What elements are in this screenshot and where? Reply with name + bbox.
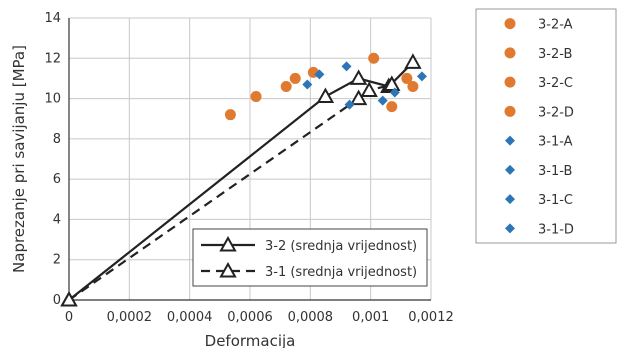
- y-axis-title: Naprezanje pri savijanju [MPa]: [10, 45, 28, 273]
- x-tick-label: 0,0004: [167, 310, 213, 325]
- data-points: [224, 52, 427, 121]
- y-tick-labels: 0 2 4 6 8 10 12 14: [44, 11, 61, 308]
- legend-label-3-2-b: 3-2-B: [538, 47, 572, 62]
- point-3-2-c: [386, 101, 398, 113]
- line-point-3-2-srednja-vrijednost: [349, 69, 368, 85]
- y-tick-label: 10: [44, 92, 61, 107]
- x-tick-label: 0,0002: [107, 310, 153, 325]
- line-point-3-1-srednja-vrijednost: [360, 81, 378, 98]
- x-tick-label: 0: [65, 310, 73, 325]
- x-tick-label: 0,0012: [408, 310, 454, 325]
- point-3-1-b: [302, 79, 313, 90]
- legend-label-3-2-srednja-vrijednost: 3-2 (srednja vrijednost): [265, 239, 417, 254]
- x-tick-label: 0,001: [352, 310, 389, 325]
- legend-marker-3-1-d: [505, 223, 515, 234]
- line-point-3-2-srednja-vrijednost: [316, 87, 335, 104]
- point-3-2-b: [250, 91, 262, 103]
- y-tick-label: 4: [53, 212, 61, 227]
- line-3-1-srednja-vrijednost: [68, 83, 393, 301]
- point-3-2-d: [401, 72, 413, 84]
- y-tick-label: 12: [44, 51, 61, 66]
- mean-lines: [60, 53, 422, 307]
- point-3-1-d: [389, 87, 400, 98]
- legend-marker-3-2-b: [504, 47, 516, 59]
- line-point-3-1-srednja-vrijednost: [60, 290, 78, 307]
- legend-label-3-1-a: 3-1-A: [538, 135, 573, 150]
- legend-marker-3-2-a: [504, 18, 516, 30]
- point-3-2-d: [407, 80, 419, 92]
- grid: [69, 17, 432, 300]
- legend-outside-box: [475, 8, 617, 244]
- legend-marker-3-2-c: [504, 76, 516, 88]
- legend-marker-3-1-a: [505, 135, 515, 146]
- legend-label-3-2-a: 3-2-A: [538, 18, 573, 33]
- x-tick-label: 0,0008: [288, 310, 334, 325]
- y-tick-label: 6: [53, 172, 61, 187]
- axes: [68, 18, 431, 301]
- point-3-1-a: [377, 95, 388, 106]
- x-tick-labels: 0 0,0002 0,0004 0,0006 0,0008 0,001 0,0012: [65, 310, 454, 325]
- legend-inside: 3-2 (srednja vrijednost) 3-1 (srednja vri…: [192, 228, 428, 287]
- point-3-2-c: [368, 52, 380, 64]
- legend-marker-3-1-c: [505, 194, 515, 205]
- legend-marker-3-2-d: [504, 105, 516, 117]
- y-tick-label: 8: [53, 132, 61, 147]
- point-3-1-d: [416, 71, 427, 82]
- legend-label-3-1-d: 3-1-D: [538, 222, 574, 237]
- legend-label-3-1-b: 3-1-B: [538, 164, 572, 179]
- line-point-3-1-srednja-vrijednost: [383, 75, 401, 91]
- legend-label-3-2-c: 3-2-C: [538, 76, 573, 91]
- point-3-1-a: [344, 99, 355, 110]
- legend-outside: 3-2-A 3-2-B 3-2-C 3-2-D 3-1-A 3-1-B 3-1-C 3-1-D: [475, 8, 617, 244]
- line-point-3-2-srednja-vrijednost: [404, 53, 422, 69]
- point-3-2-a: [224, 109, 236, 121]
- legend-triangle-marker: [219, 261, 237, 278]
- point-3-2-c: [280, 80, 292, 92]
- x-tick-label: 0,0006: [227, 310, 273, 325]
- legend-label-3-1-srednja-vrijednost: 3-1 (srednja vrijednost): [265, 265, 417, 280]
- legend-triangle-marker: [219, 235, 237, 252]
- point-3-1-c: [341, 61, 352, 72]
- y-tick-label: 14: [44, 11, 61, 26]
- point-3-1-b: [314, 69, 325, 80]
- y-tick-label: 0: [53, 293, 61, 308]
- legend-marker-3-1-b: [505, 164, 515, 175]
- legend-label-3-2-d: 3-2-D: [538, 105, 574, 120]
- legend-label-3-1-c: 3-1-C: [538, 193, 573, 208]
- y-tick-label: 2: [53, 253, 61, 268]
- line-point-3-1-srednja-vrijednost: [349, 89, 368, 106]
- point-3-2-b: [289, 72, 301, 84]
- x-axis-title: Deformacija: [205, 332, 296, 348]
